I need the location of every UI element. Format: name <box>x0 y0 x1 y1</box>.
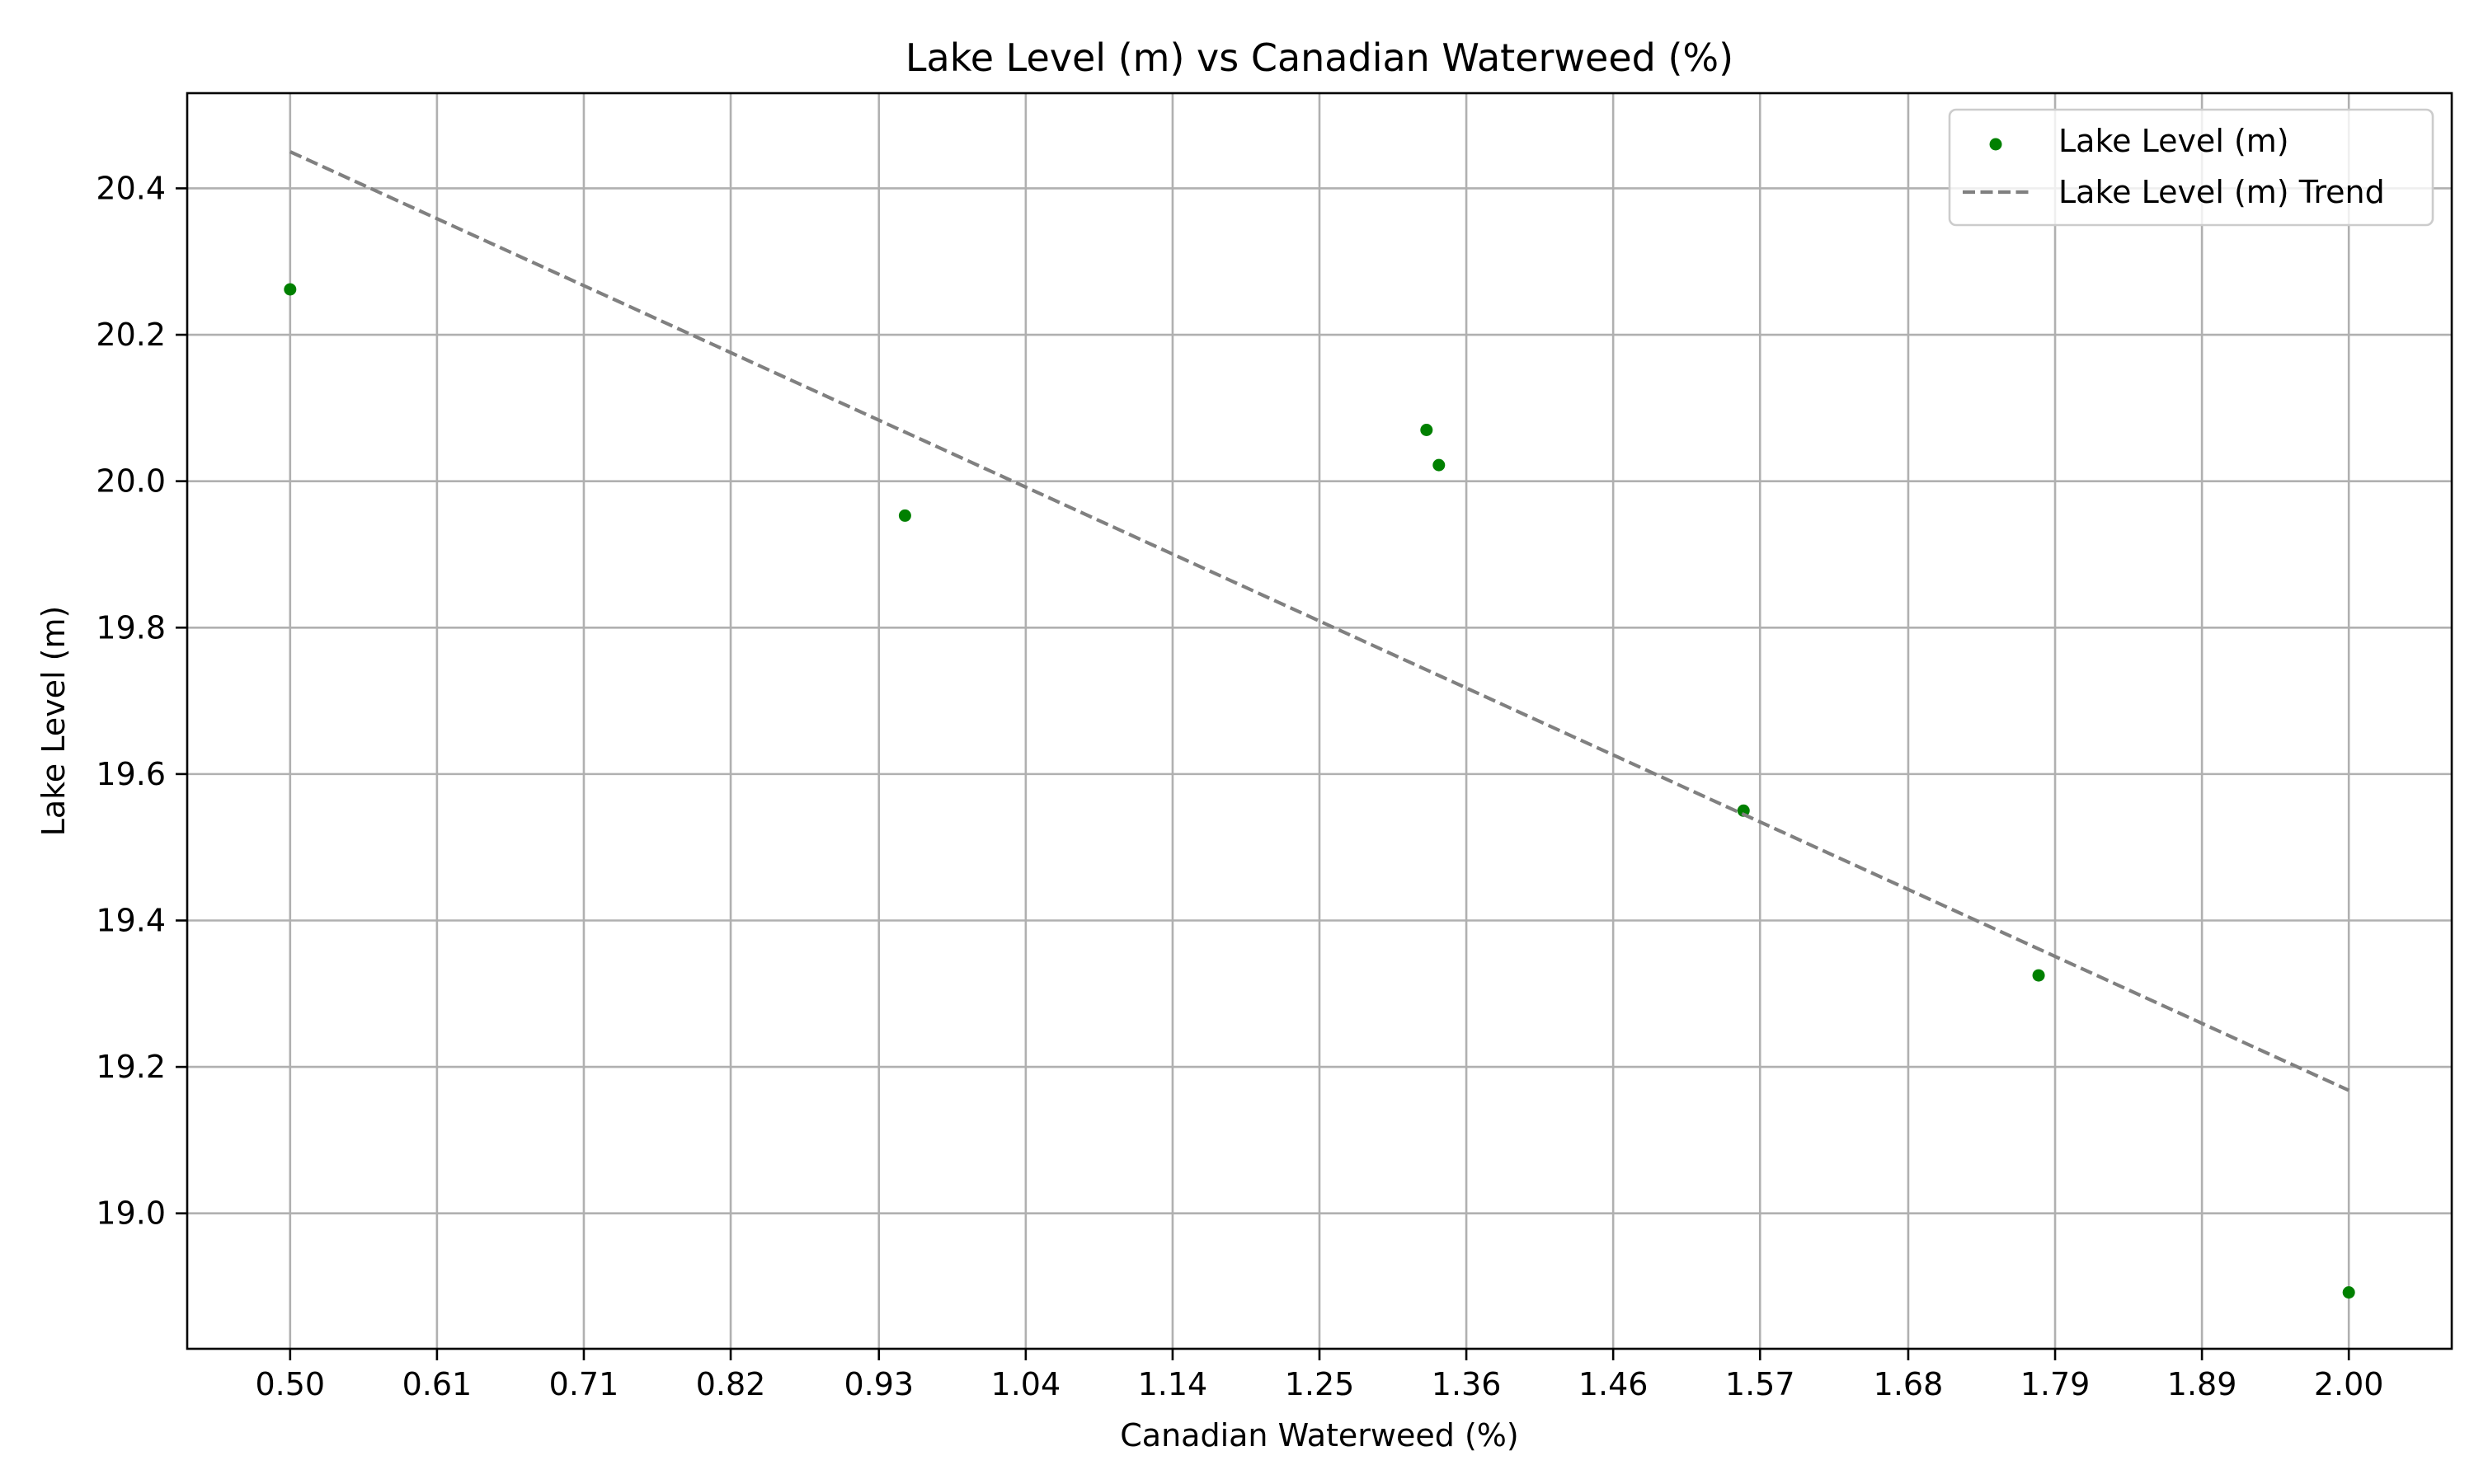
x-axis-label: Canadian Waterweed (%) <box>1120 1417 1518 1453</box>
data-point <box>1432 458 1446 472</box>
x-tick-label: 1.04 <box>991 1366 1061 1402</box>
data-point <box>1420 424 1433 437</box>
x-tick-label: 0.71 <box>549 1366 619 1402</box>
x-tick-label: 1.57 <box>1725 1366 1795 1402</box>
x-tick-label: 0.93 <box>844 1366 914 1402</box>
x-tick-label: 1.79 <box>2020 1366 2091 1402</box>
x-tick-label: 2.00 <box>2314 1366 2384 1402</box>
plot-series <box>284 150 2355 1299</box>
y-tick-label: 20.4 <box>96 170 166 206</box>
y-tick-label: 20.0 <box>96 463 166 500</box>
legend-label: Lake Level (m) <box>2058 123 2289 159</box>
trend-line <box>289 150 2350 1092</box>
y-tick-label: 19.8 <box>96 609 166 646</box>
x-tick-label: 1.68 <box>1874 1366 1944 1402</box>
x-tick-label: 0.82 <box>696 1366 766 1402</box>
grid <box>187 93 2452 1349</box>
legend-swatch-marker <box>1989 138 2002 151</box>
data-point <box>1737 804 1750 817</box>
legend-box <box>1948 108 2434 227</box>
x-tick-label: 1.25 <box>1285 1366 1355 1402</box>
data-point <box>898 509 911 522</box>
data-point <box>284 283 297 296</box>
y-tick-label: 19.4 <box>96 902 166 938</box>
y-tick-label: 19.0 <box>96 1195 166 1232</box>
y-tick-label: 20.2 <box>96 317 166 353</box>
legend: Lake Level (m) Lake Level (m) Trend <box>1948 108 2434 227</box>
data-point <box>2342 1286 2355 1299</box>
x-tick-label: 1.89 <box>2167 1366 2237 1402</box>
x-tick-label: 1.36 <box>1432 1366 1502 1402</box>
data-point <box>2032 969 2045 982</box>
y-tick-label: 19.2 <box>96 1049 166 1085</box>
y-tick-label: 19.6 <box>96 756 166 792</box>
x-tick-label: 1.14 <box>1138 1366 1208 1402</box>
legend-label: Lake Level (m) Trend <box>2058 174 2385 210</box>
x-tick-label: 0.61 <box>402 1366 473 1402</box>
x-tick-label: 1.46 <box>1578 1366 1649 1402</box>
axis-ticks: 0.50 0.61 0.71 0.82 0.93 1.04 1.14 1.25 1.36 1.46… <box>96 170 2383 1402</box>
x-tick-label: 0.50 <box>256 1366 326 1402</box>
y-axis-label: Lake Level (m) <box>35 606 72 837</box>
chart-title: Lake Level (m) vs Canadian Waterweed (%) <box>905 35 1733 80</box>
